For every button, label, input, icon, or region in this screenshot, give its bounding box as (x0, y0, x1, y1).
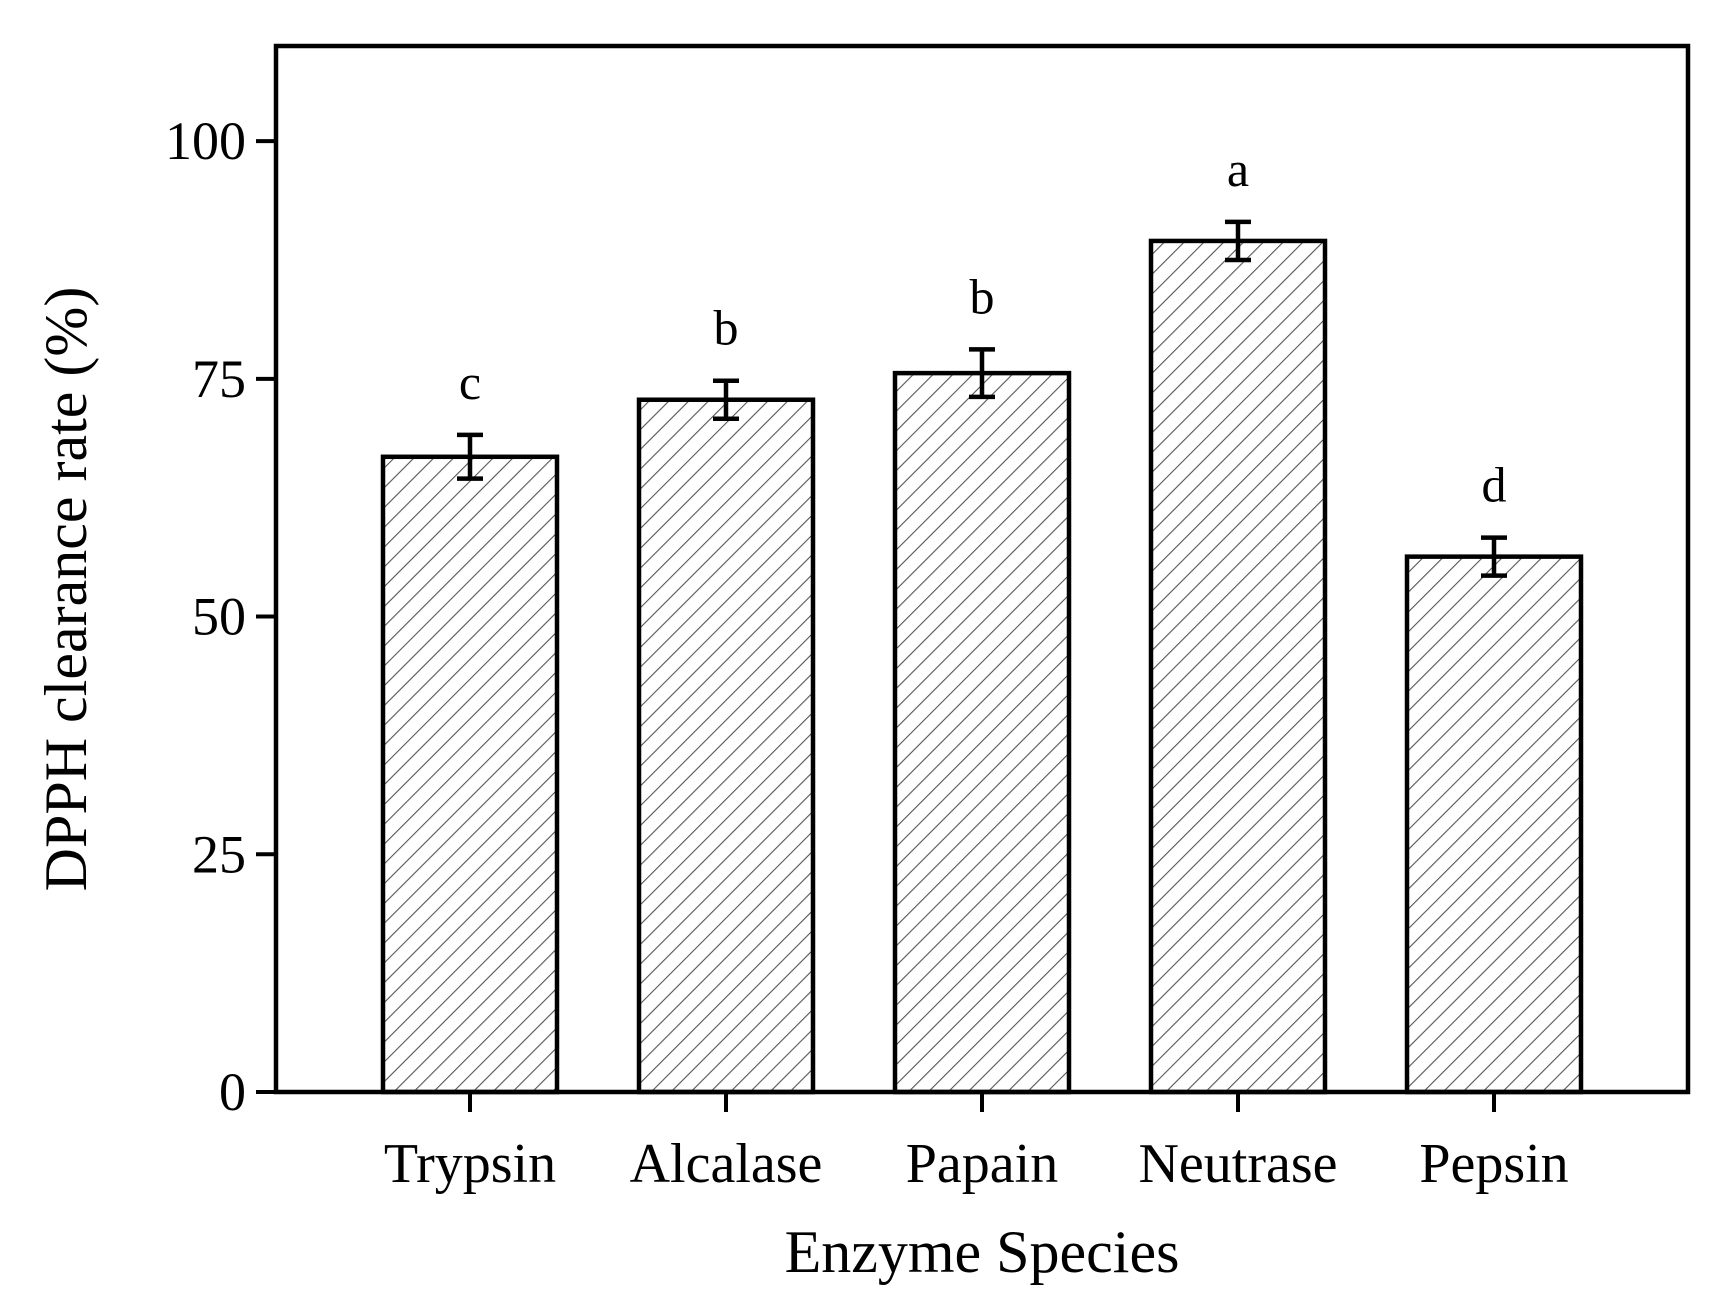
significance-label-trypsin: c (459, 354, 481, 410)
error-bar-neutrase (1225, 219, 1251, 263)
y-tick-label: 0 (219, 1062, 246, 1122)
y-tick-label: 25 (192, 824, 246, 884)
error-bar-papain (969, 347, 995, 400)
bar-trypsin (380, 454, 560, 1095)
significance-label-papain: b (970, 268, 995, 324)
error-bar-pepsin (1481, 535, 1507, 578)
x-category-label: Trypsin (384, 1133, 556, 1195)
error-bar-alcalase (713, 378, 739, 422)
bar-papain (892, 370, 1072, 1095)
x-category-label: Papain (906, 1133, 1058, 1195)
significance-label-neutrase: a (1227, 141, 1249, 197)
error-bar-trypsin (457, 432, 483, 481)
y-tick-label: 75 (192, 349, 246, 409)
y-tick-label: 50 (192, 587, 246, 647)
bar-alcalase (636, 397, 816, 1095)
y-tick-label: 100 (165, 111, 246, 171)
x-category-label: Alcalase (630, 1133, 823, 1195)
bar-neutrase (1148, 238, 1328, 1095)
x-axis-title: Enzyme Species (785, 1219, 1180, 1285)
significance-label-alcalase: b (714, 300, 739, 356)
x-category-label: Pepsin (1419, 1133, 1568, 1195)
y-axis-title: DPPH clearance rate (%) (33, 287, 99, 892)
significance-label-pepsin: d (1482, 457, 1507, 513)
bar-pepsin (1404, 554, 1584, 1095)
x-category-label: Neutrase (1138, 1133, 1337, 1195)
